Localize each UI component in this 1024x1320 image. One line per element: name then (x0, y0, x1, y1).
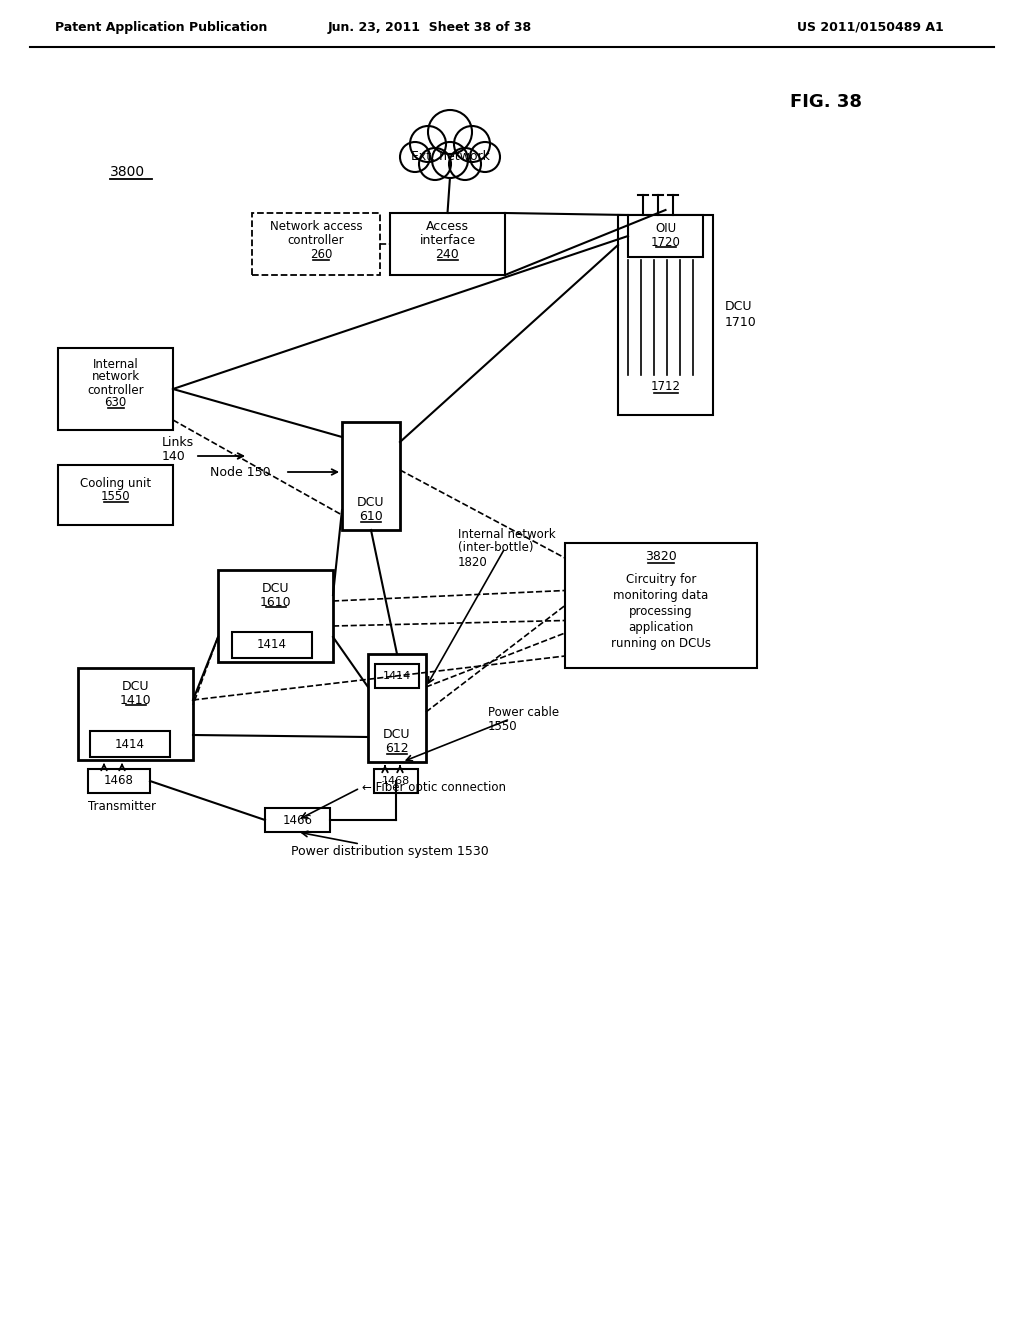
Text: 1720: 1720 (650, 235, 680, 248)
Text: interface: interface (420, 235, 475, 248)
Bar (397, 132, 503, 172)
Text: controller: controller (87, 384, 143, 396)
Text: 3800: 3800 (110, 165, 145, 180)
Text: 610: 610 (359, 510, 383, 523)
Text: Power distribution system 1530: Power distribution system 1530 (291, 846, 488, 858)
Text: 1610: 1610 (260, 595, 291, 609)
Text: 1550: 1550 (100, 491, 130, 503)
Text: 1550: 1550 (488, 719, 517, 733)
Text: 1710: 1710 (725, 317, 757, 330)
Text: 1468: 1468 (382, 776, 411, 785)
Circle shape (400, 143, 430, 172)
Circle shape (470, 143, 500, 172)
Text: 630: 630 (104, 396, 127, 409)
Bar (90, 731, 170, 756)
Text: Cooling unit: Cooling unit (80, 477, 152, 490)
Text: 1410: 1410 (120, 693, 152, 706)
Text: Internal network: Internal network (458, 528, 556, 540)
Text: (inter-bottle): (inter-bottle) (458, 541, 534, 554)
Text: Internal: Internal (92, 358, 138, 371)
Text: 260: 260 (310, 248, 332, 261)
Text: 1414: 1414 (257, 639, 287, 652)
Text: application: application (629, 620, 693, 634)
Text: Node 150: Node 150 (210, 466, 270, 479)
Text: Circuitry for: Circuitry for (626, 573, 696, 586)
Text: 1414: 1414 (383, 671, 411, 681)
Text: DCU: DCU (122, 680, 150, 693)
Text: Network access: Network access (269, 220, 362, 234)
Text: 240: 240 (435, 248, 460, 261)
Circle shape (449, 148, 481, 180)
Text: controller: controller (288, 235, 344, 248)
Circle shape (410, 125, 446, 162)
Text: DCU: DCU (383, 727, 411, 741)
Bar (88, 770, 150, 793)
Circle shape (432, 143, 468, 178)
Text: 140: 140 (162, 450, 185, 462)
Bar (618, 215, 713, 414)
Circle shape (454, 125, 490, 162)
Text: processing: processing (629, 605, 693, 618)
Text: monitoring data: monitoring data (613, 589, 709, 602)
Text: FIG. 38: FIG. 38 (790, 92, 862, 111)
Text: DCU: DCU (262, 582, 289, 594)
Text: OIU: OIU (655, 222, 676, 235)
Bar (628, 215, 703, 257)
Text: US 2011/0150489 A1: US 2011/0150489 A1 (797, 21, 943, 33)
Circle shape (419, 148, 451, 180)
Text: 1414: 1414 (115, 738, 145, 751)
Bar (232, 632, 312, 657)
Bar (342, 422, 400, 531)
Bar (252, 213, 380, 275)
Text: Jun. 23, 2011  Sheet 38 of 38: Jun. 23, 2011 Sheet 38 of 38 (328, 21, 532, 33)
Circle shape (428, 110, 472, 154)
Text: Access: Access (426, 220, 469, 234)
Text: 3820: 3820 (645, 550, 677, 564)
Bar (78, 668, 193, 760)
Text: Transmitter: Transmitter (88, 800, 156, 813)
Text: Patent Application Publication: Patent Application Publication (55, 21, 267, 33)
Text: 1712: 1712 (650, 380, 681, 393)
Bar (265, 808, 330, 832)
Text: ← Fiber optic connection: ← Fiber optic connection (362, 781, 506, 795)
Text: Ext. network: Ext. network (411, 150, 489, 164)
Bar (368, 653, 426, 762)
Text: DCU: DCU (725, 301, 753, 314)
Bar (374, 770, 418, 793)
Bar (58, 348, 173, 430)
Text: 1468: 1468 (104, 775, 134, 788)
Text: running on DCUs: running on DCUs (611, 636, 711, 649)
Text: 1820: 1820 (458, 556, 487, 569)
Bar (390, 213, 505, 275)
Text: DCU: DCU (357, 495, 385, 508)
Text: Links: Links (162, 436, 195, 449)
Bar (218, 570, 333, 663)
Text: 612: 612 (385, 742, 409, 755)
Text: Power cable: Power cable (488, 705, 559, 718)
Bar (565, 543, 757, 668)
Text: network: network (91, 371, 139, 384)
Text: 1466: 1466 (283, 813, 312, 826)
Bar (375, 664, 419, 688)
Bar (58, 465, 173, 525)
